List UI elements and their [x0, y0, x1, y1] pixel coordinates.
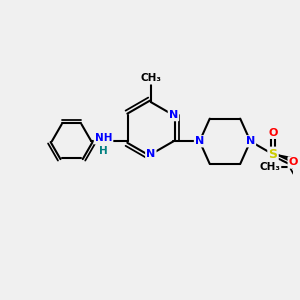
Text: CH₃: CH₃ — [140, 73, 161, 83]
Text: O: O — [268, 128, 278, 138]
Text: CH₃: CH₃ — [259, 162, 280, 172]
Text: N: N — [246, 136, 255, 146]
Text: N: N — [195, 136, 204, 146]
Text: O: O — [289, 158, 298, 167]
Text: N: N — [146, 149, 155, 159]
Text: N: N — [169, 110, 178, 120]
Text: S: S — [268, 148, 278, 161]
Text: H: H — [99, 146, 108, 156]
Text: NH: NH — [95, 134, 112, 143]
